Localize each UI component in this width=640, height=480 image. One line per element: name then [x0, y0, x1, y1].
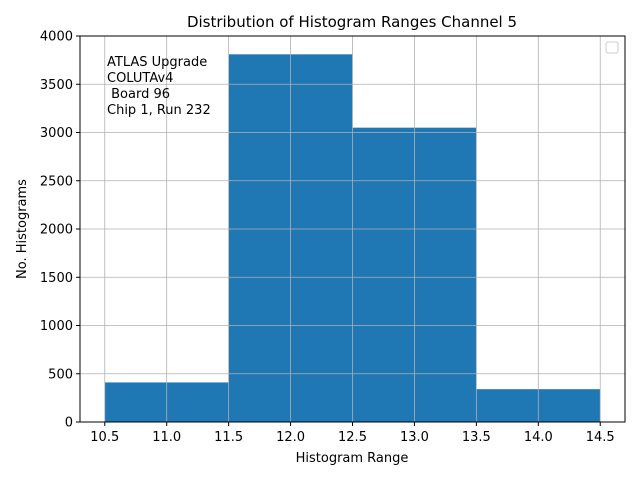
y-tick-label-5: 2500 — [40, 174, 73, 189]
x-tick-label-8: 14.5 — [586, 430, 615, 445]
annotation-line-2: Board 96 — [107, 87, 170, 102]
y-tick-label-3: 1500 — [40, 271, 73, 286]
annotation-line-3: Chip 1, Run 232 — [107, 103, 211, 118]
annotation-line-1: COLUTAv4 — [107, 71, 173, 86]
annotation-line-0: ATLAS Upgrade — [107, 55, 207, 70]
y-tick-label-2: 1000 — [40, 319, 73, 334]
x-tick-label-4: 12.5 — [338, 430, 367, 445]
x-tick-label-2: 11.5 — [214, 430, 243, 445]
x-tick-label-5: 13.0 — [400, 430, 429, 445]
x-tick-label-0: 10.5 — [90, 430, 119, 445]
y-tick-label-7: 3500 — [40, 78, 73, 93]
y-tick-label-8: 4000 — [40, 30, 73, 45]
y-tick-label-1: 500 — [48, 367, 73, 382]
x-tick-label-1: 11.0 — [152, 430, 181, 445]
chart-title: Distribution of Histogram Ranges Channel… — [187, 13, 517, 31]
x-tick-label-6: 13.5 — [462, 430, 491, 445]
x-axis-label: Histogram Range — [296, 451, 409, 466]
y-axis-label: No. Histograms — [15, 179, 30, 279]
x-tick-label-7: 14.0 — [524, 430, 553, 445]
y-tick-label-6: 3000 — [40, 126, 73, 141]
x-tick-label-3: 12.0 — [276, 430, 305, 445]
y-ticks: 0 500 1000 1500 2000 2500 3000 3500 4000 — [40, 30, 80, 431]
legend-box — [605, 41, 619, 54]
y-tick-label-4: 2000 — [40, 223, 73, 238]
x-ticks: 10.5 11.0 11.5 12.0 12.5 13.0 13.5 14.0 14.5 — [90, 422, 615, 445]
y-tick-label-0: 0 — [65, 416, 73, 431]
